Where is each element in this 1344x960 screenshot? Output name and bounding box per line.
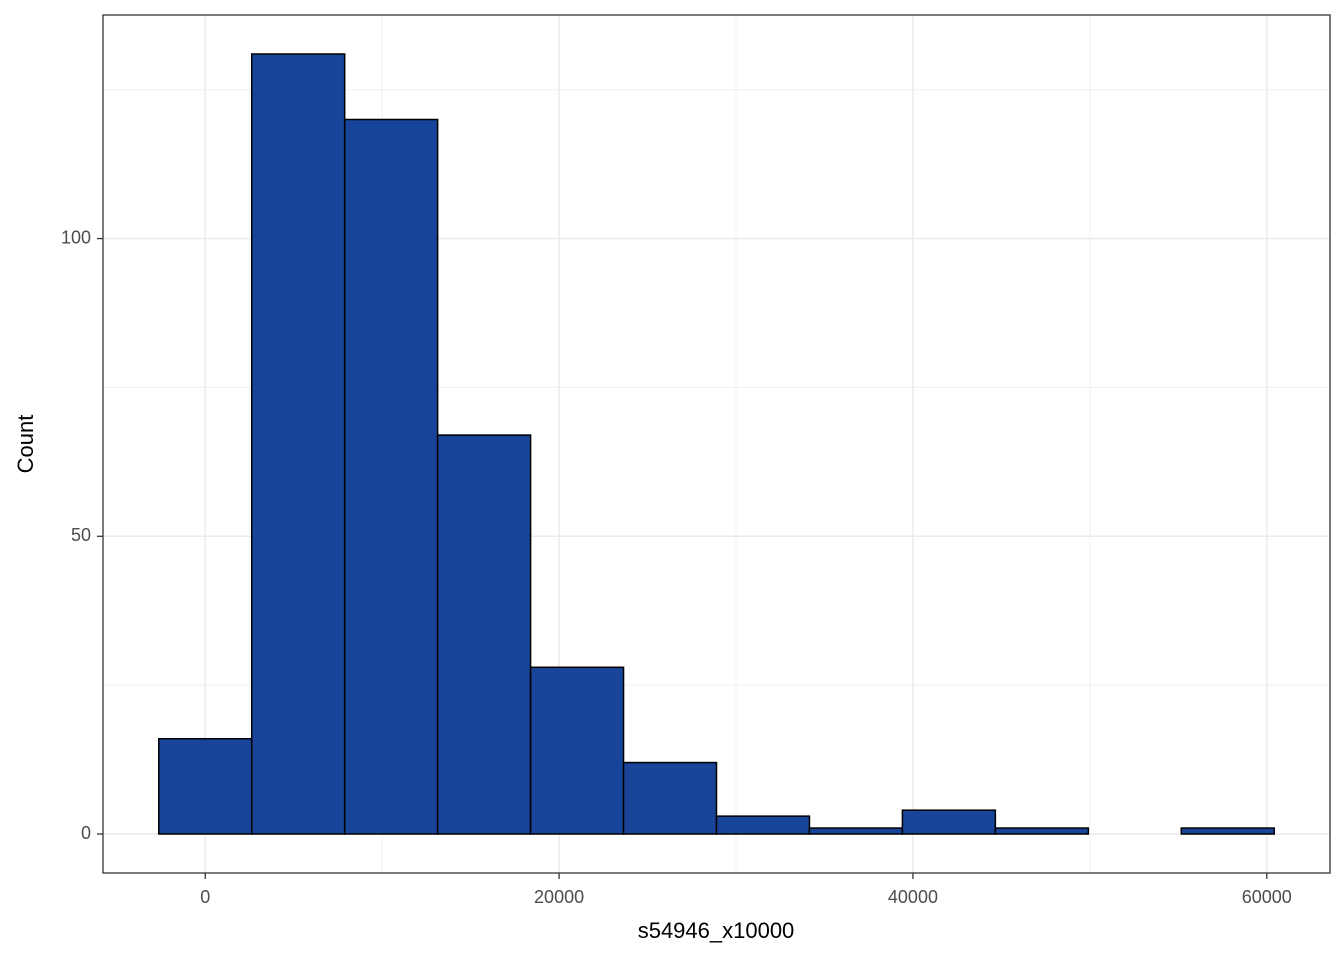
y-tick-label: 50 <box>71 525 91 545</box>
y-tick-label: 100 <box>61 227 91 247</box>
axes: 0 20000 40000 60000 0 50 100 <box>61 227 1292 906</box>
x-axis-title: s54946_x10000 <box>638 918 795 943</box>
x-tick-label: 40000 <box>888 887 938 907</box>
y-tick-label: 0 <box>81 823 91 843</box>
bar <box>158 737 253 835</box>
bar <box>715 815 811 835</box>
bar <box>808 827 904 835</box>
bars <box>158 53 1275 835</box>
bar <box>250 53 346 835</box>
x-tick-label: 60000 <box>1242 887 1292 907</box>
bar <box>994 827 1090 835</box>
bar <box>436 434 532 835</box>
x-tick-label: 20000 <box>534 887 584 907</box>
bar <box>343 118 439 835</box>
bar <box>1180 827 1275 835</box>
bar <box>622 761 718 835</box>
y-axis-title: Count <box>13 415 38 474</box>
panel-border <box>102 14 1331 874</box>
x-tick-label: 0 <box>200 887 210 907</box>
bar <box>901 809 997 835</box>
bar <box>529 666 625 835</box>
